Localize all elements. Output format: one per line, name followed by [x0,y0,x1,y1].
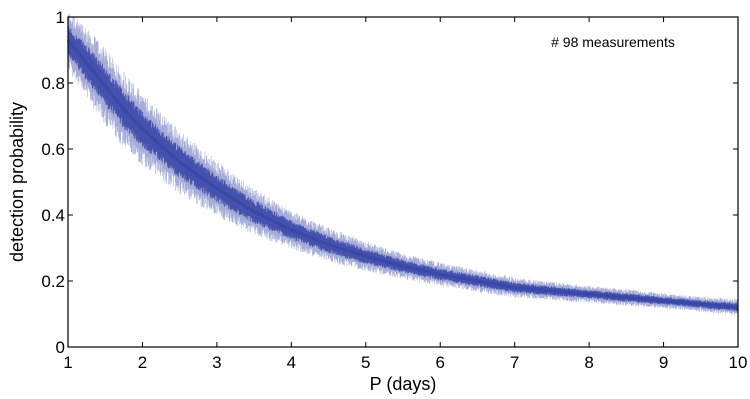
y-axis-label: detection probability [7,102,27,262]
x-tick-label: 8 [584,353,593,372]
ticks-layer: 1 2 3 4 5 6 7 8 9 10 0 0.2 0.4 0.6 0.8 1 [41,8,747,372]
x-tick-label: 2 [138,353,147,372]
y-tick-label: 1 [56,8,65,27]
plot-frame [67,16,739,348]
y-tick-label: 0.2 [41,272,65,291]
y-tick-label: 0.6 [41,140,65,159]
x-tick-label: 1 [63,353,72,372]
annotation-text: # 98 measurements [551,34,675,50]
x-tick-label: 4 [287,353,296,372]
x-tick-label: 10 [729,353,748,372]
x-tick-label: 3 [212,353,221,372]
x-tick-label: 9 [659,353,668,372]
y-tick-label: 0 [56,338,65,357]
y-tick-label: 0.8 [41,74,65,93]
x-tick-label: 7 [510,353,519,372]
x-tick-label: 5 [361,353,370,372]
y-tick-label: 0.4 [41,206,65,225]
x-tick-label: 6 [435,353,444,372]
x-axis-label: P (days) [370,374,437,394]
series-0-line [66,39,739,309]
